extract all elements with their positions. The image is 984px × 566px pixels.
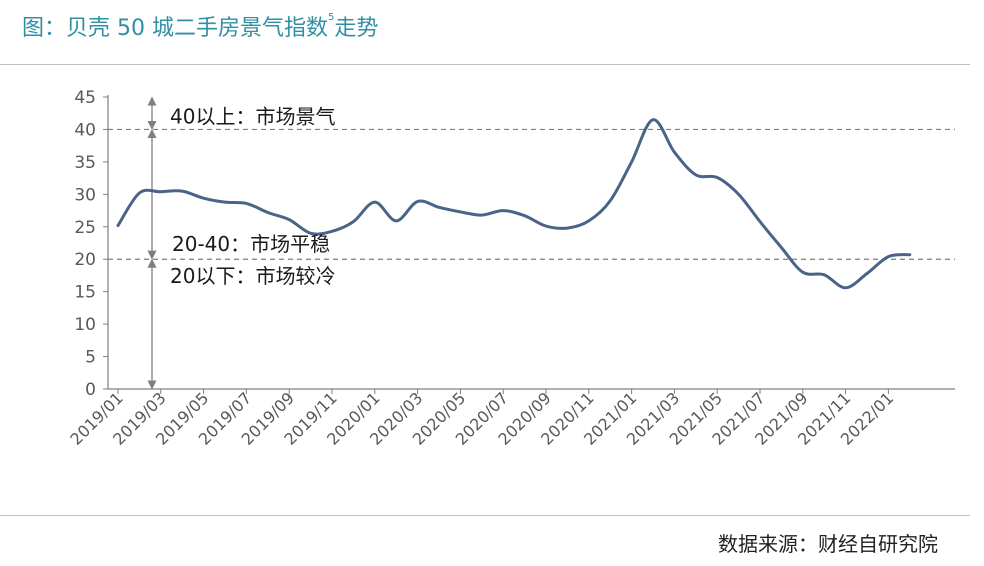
series-layer (116, 118, 912, 290)
y-tick-label: 15 (74, 283, 96, 303)
y-tick-label: 40 (74, 120, 96, 140)
zone-label-2: 20以下：市场较冷 (170, 264, 335, 288)
y-tick-label: 45 (74, 88, 96, 108)
series-line (116, 118, 912, 290)
annotation-layer: 40以上：市场景气 20-40：市场平稳 20以下：市场较冷 (170, 104, 335, 288)
y-tick-label: 10 (74, 315, 96, 335)
chart-title-suffix: 走势 (334, 16, 379, 41)
chart-title-text: 图：贝壳 50 城二手房景气指数 (22, 16, 328, 41)
chart-title-superscript: 5 (327, 12, 335, 23)
source-watermark: 数据来源：财经自研究院 (718, 532, 938, 556)
y-tick-label: 30 (74, 185, 96, 205)
chart-title: 图：贝壳 50 城二手房景气指数5走势 (22, 10, 378, 42)
y-tick-label: 35 (74, 153, 96, 173)
zone-label-1: 20-40：市场平稳 (172, 232, 330, 256)
header-divider (0, 64, 970, 65)
reference-lines-layer (108, 128, 955, 260)
y-tick-label: 5 (85, 348, 96, 368)
footer-divider (0, 515, 970, 516)
zone-label-0: 40以上：市场景气 (170, 104, 335, 128)
y-tick-label: 20 (74, 250, 96, 270)
y-tick-label: 0 (85, 380, 96, 400)
y-tick-label: 25 (74, 218, 96, 238)
